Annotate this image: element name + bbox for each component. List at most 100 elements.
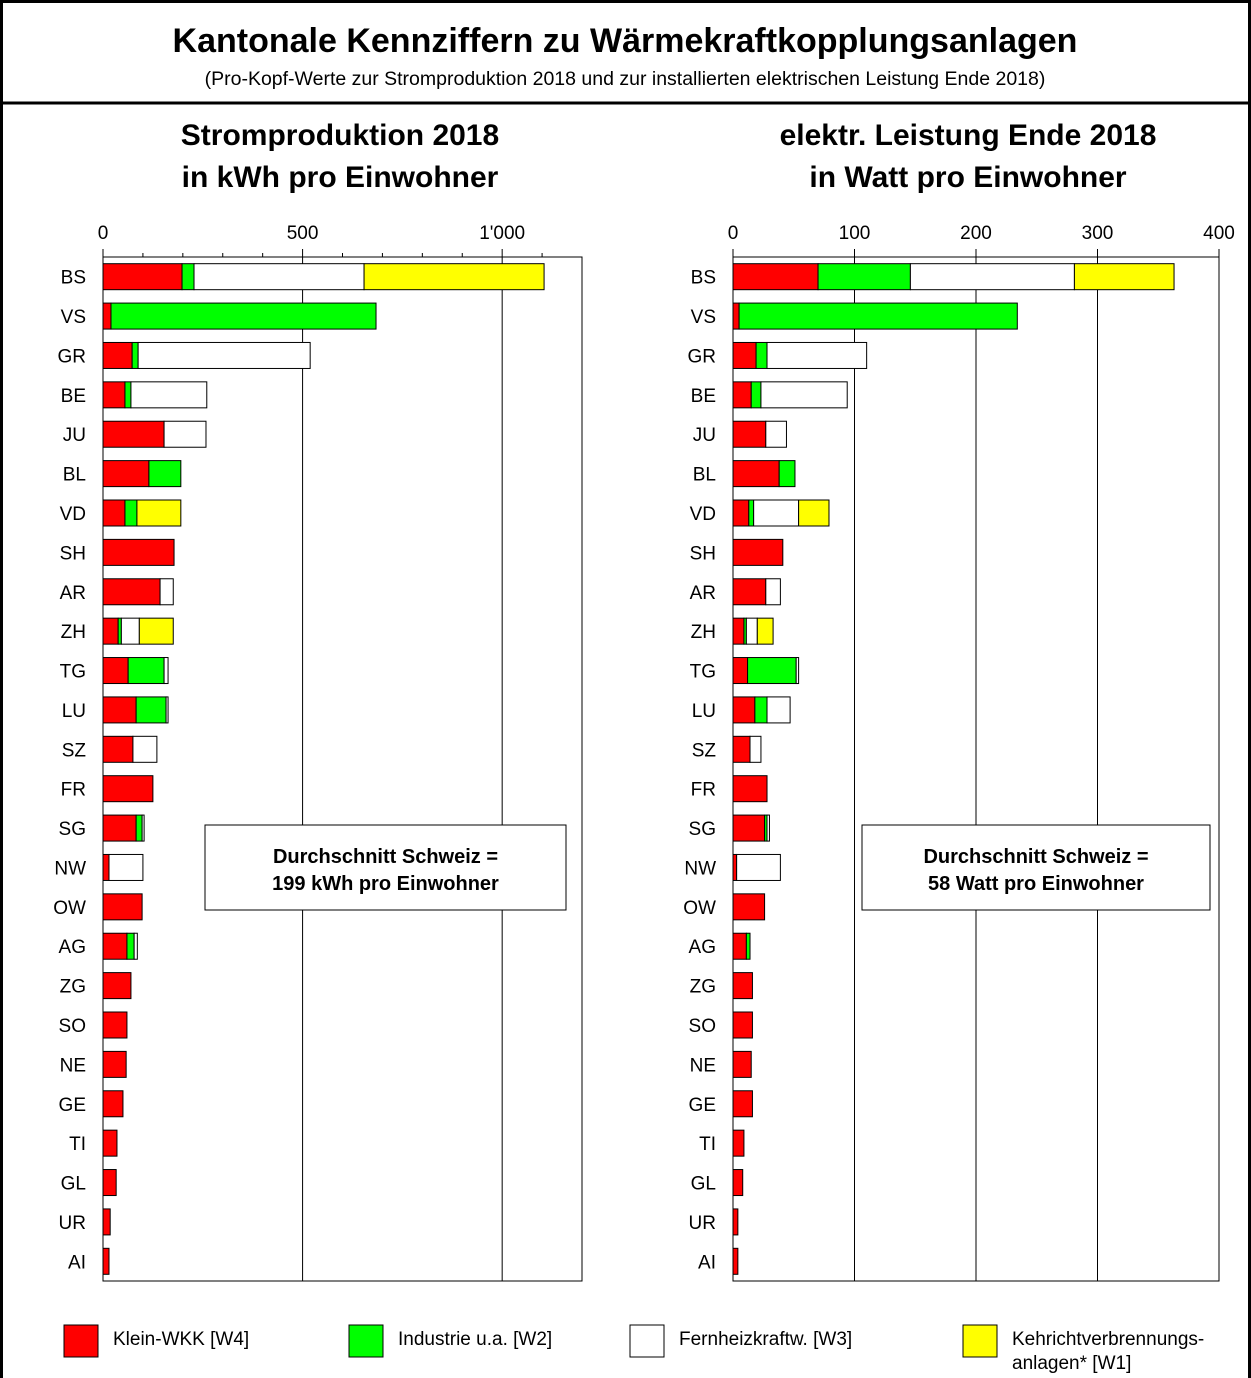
- bar-segment: [102, 302, 112, 330]
- bar-segment: [102, 1011, 128, 1039]
- bar-segment: [732, 341, 757, 369]
- category-label: BE: [61, 386, 86, 407]
- bar-segment: [148, 460, 182, 488]
- category-label: TG: [60, 662, 86, 683]
- category-label: BS: [691, 268, 716, 289]
- bar-segment: [120, 617, 140, 645]
- category-label: TI: [699, 1134, 716, 1155]
- category-label: LU: [692, 701, 716, 722]
- annotation: 58 Watt pro Einwohner: [928, 873, 1144, 895]
- bar-segment: [124, 381, 132, 409]
- category-label: BL: [693, 465, 716, 486]
- bar-segment: [778, 460, 796, 488]
- annotation: Durchschnitt Schweiz =: [273, 846, 498, 868]
- bar-segment: [102, 381, 126, 409]
- category-label: SH: [60, 543, 86, 564]
- bar-segment: [732, 1011, 753, 1039]
- bar-segment: [732, 775, 768, 803]
- subtitle: (Pro-Kopf-Werte zur Stromproduktion 2018…: [205, 68, 1046, 90]
- category-label: SH: [690, 543, 716, 564]
- bar-segment: [732, 381, 752, 409]
- category-label: GR: [688, 346, 717, 367]
- chart-title: elektr. Leistung Ende 2018: [780, 119, 1157, 152]
- category-label: NE: [690, 1055, 716, 1076]
- bar-segment: [760, 381, 848, 409]
- bar-segment: [748, 499, 755, 527]
- bar-segment: [1073, 263, 1175, 291]
- bar-segment: [909, 263, 1075, 291]
- bar-segment: [732, 735, 751, 763]
- bar-segment: [102, 657, 129, 685]
- annotation: Durchschnitt Schweiz =: [923, 846, 1148, 868]
- bar-segment: [102, 1247, 110, 1275]
- x-tick-label: 400: [1203, 223, 1235, 244]
- bar-segment: [133, 932, 138, 960]
- bar-segment: [127, 657, 165, 685]
- bar-segment: [732, 499, 750, 527]
- bar-segment: [102, 775, 154, 803]
- bar-segment: [732, 1129, 745, 1157]
- x-tick-label: 100: [839, 223, 871, 244]
- category-label: ZG: [60, 977, 86, 998]
- category-label: UR: [689, 1213, 716, 1234]
- category-label: AG: [689, 937, 716, 958]
- bar-segment: [755, 341, 768, 369]
- bar-segment: [765, 420, 787, 448]
- legend-label: Klein-WKK [W4]: [113, 1329, 250, 1350]
- category-label: OW: [683, 898, 716, 919]
- category-label: GR: [58, 346, 87, 367]
- bar-segment: [749, 735, 762, 763]
- x-tick-label: 500: [287, 223, 319, 244]
- legend-label: Industrie u.a. [W2]: [398, 1329, 553, 1350]
- bar-segment: [163, 657, 169, 685]
- bar-segment: [732, 420, 767, 448]
- legend-swatch: [63, 1324, 99, 1358]
- x-tick-label: 300: [1082, 223, 1114, 244]
- bar-segment: [102, 263, 183, 291]
- bar-segment: [141, 814, 145, 842]
- legend-item: Industrie u.a. [W2]: [398, 1329, 553, 1350]
- bar-segment: [754, 696, 768, 724]
- bar-segment: [766, 341, 868, 369]
- bar-segment: [102, 420, 165, 448]
- legend-swatch: [629, 1324, 665, 1358]
- legend-label: Fernheizkraftw. [W3]: [679, 1329, 853, 1350]
- bar-segment: [130, 381, 208, 409]
- category-label: NE: [60, 1055, 86, 1076]
- annotation-box: [204, 824, 567, 911]
- bar-segment: [732, 814, 766, 842]
- bar-segment: [102, 972, 132, 1000]
- category-label: ZH: [61, 622, 86, 643]
- bar-segment: [102, 814, 137, 842]
- bar-segment: [136, 499, 182, 527]
- bar-segment: [363, 263, 545, 291]
- category-label: VS: [61, 307, 86, 328]
- bar-segment: [102, 853, 110, 881]
- category-label: VD: [690, 504, 716, 525]
- category-label: FR: [691, 780, 716, 801]
- x-tick-label: 0: [728, 223, 739, 244]
- bar-segment: [102, 341, 133, 369]
- legend-item: Fernheizkraftw. [W3]: [679, 1329, 853, 1350]
- category-label: FR: [61, 780, 86, 801]
- category-label: VS: [691, 307, 716, 328]
- x-tick-label: 200: [960, 223, 992, 244]
- bar-segment: [732, 657, 749, 685]
- category-label: SZ: [692, 740, 717, 761]
- bar-segment: [747, 657, 797, 685]
- bar-segment: [124, 499, 138, 527]
- category-label: BE: [691, 386, 716, 407]
- bar-segment: [766, 814, 770, 842]
- bar-segment: [756, 617, 774, 645]
- bar-segment: [102, 1129, 118, 1157]
- category-label: JU: [63, 425, 86, 446]
- bar-segment: [732, 853, 738, 881]
- category-label: JU: [693, 425, 716, 446]
- plot-area: [102, 256, 583, 1282]
- bar-segment: [181, 263, 195, 291]
- x-tick-label: 0: [98, 223, 109, 244]
- bar-segment: [131, 341, 139, 369]
- bar-segment: [138, 617, 174, 645]
- chart-title: Stromproduktion 2018: [181, 119, 499, 152]
